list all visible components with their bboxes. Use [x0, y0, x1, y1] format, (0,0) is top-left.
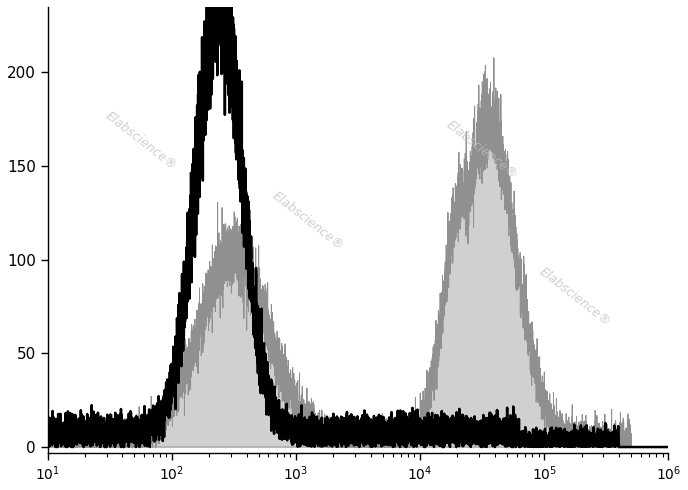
Text: Elabscience®: Elabscience®	[444, 118, 520, 181]
Text: Elabscience®: Elabscience®	[103, 109, 179, 172]
Text: Elabscience®: Elabscience®	[537, 265, 614, 328]
Text: Elabscience®: Elabscience®	[270, 189, 347, 253]
